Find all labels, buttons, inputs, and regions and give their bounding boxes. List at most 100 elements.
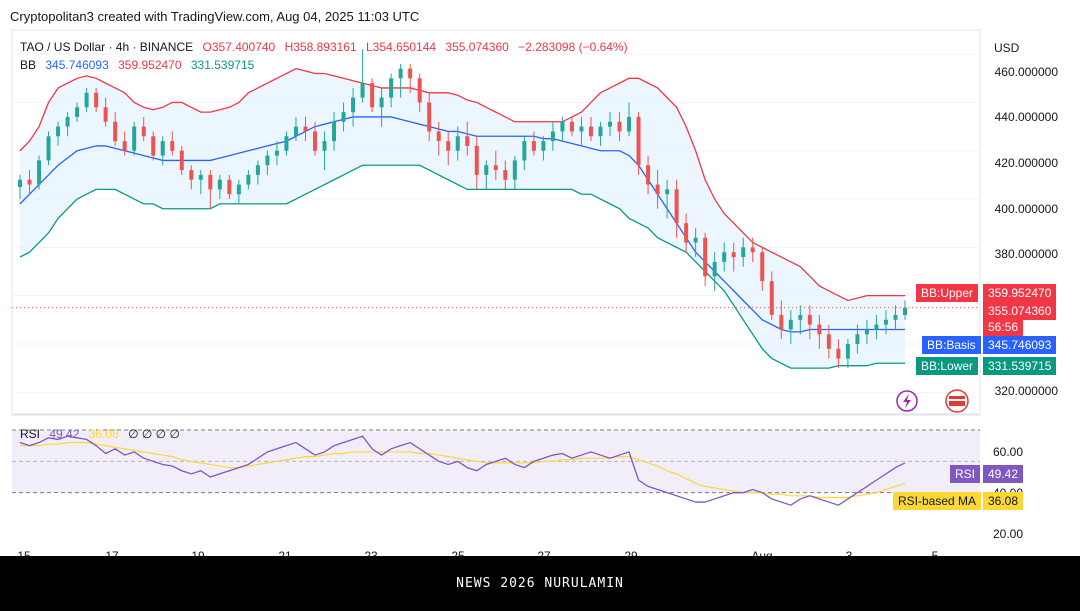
time-tick: 3 [846, 549, 853, 556]
bb-upper-label-badge: BB:Upper [916, 284, 979, 302]
candle-body [284, 136, 289, 151]
candle-body [379, 97, 384, 108]
candle-body [255, 165, 260, 175]
time-tick: 19 [191, 549, 205, 556]
candle-body [665, 189, 670, 195]
price-pane-border [11, 29, 981, 415]
bb-basis-line [19, 116, 905, 333]
ohlc-low: L354.650144 [366, 40, 437, 54]
candle-body [27, 179, 32, 185]
currency-label[interactable]: USD [994, 41, 1020, 55]
rsi-legend-extra: ∅ ∅ ∅ ∅ [128, 427, 180, 441]
bb-legend: BB 345.746093 359.952470 331.539715 [20, 58, 260, 72]
symbol-name: TAO / US Dollar · 4h · BINANCE [20, 40, 194, 54]
time-tick: Aug [751, 549, 772, 556]
candle-body [160, 141, 165, 156]
candle-body [217, 179, 222, 190]
candle-body [684, 223, 689, 243]
candle-body [569, 121, 574, 132]
rsi-ma-line [20, 441, 906, 498]
bb-basis-value-badge: 345.746093 [983, 336, 1057, 354]
candle-body [646, 165, 651, 185]
rsi-ma-value-badge: 36.08 [983, 492, 1024, 510]
candle-body [836, 348, 841, 359]
time-tick: 29 [624, 549, 638, 556]
candle-body [46, 136, 51, 161]
candle-body [484, 165, 489, 175]
candle-body [170, 141, 175, 151]
candle-body [531, 141, 536, 151]
candle-body [94, 92, 99, 108]
candle-body [208, 174, 213, 190]
price-tick: 460.000000 [994, 65, 1058, 79]
footer-caption: NEWS 2026 NURULAMIN [0, 556, 1080, 611]
bb-upper-line [19, 67, 905, 302]
ohlc-open: O357.400740 [202, 40, 276, 54]
candle-body [864, 329, 869, 335]
candle-body [588, 126, 593, 137]
candle-body [855, 334, 860, 344]
candle-body [18, 179, 22, 187]
candle-body [274, 150, 279, 156]
bb-basis-label-badge: BB:Basis [922, 336, 981, 354]
rsi-ma-label-badge: RSI-based MA [893, 492, 982, 510]
candle-body [151, 136, 156, 156]
candle-body [541, 141, 546, 151]
candle-body [693, 237, 698, 243]
candle-body [141, 126, 146, 137]
candle-body [293, 126, 298, 137]
candle-body [893, 314, 898, 320]
rsi-value-badge: 49.42 [983, 465, 1024, 483]
symbol-legend: TAO / US Dollar · 4h · BINANCE O357.4007… [20, 40, 634, 54]
candle-body [503, 170, 508, 180]
lightning-icon [903, 394, 911, 408]
candle-body [303, 126, 308, 132]
candle-body [332, 121, 337, 142]
candle-body [779, 314, 784, 330]
time-tick: 15 [17, 549, 31, 556]
candle-body [341, 112, 346, 122]
candle-body [617, 121, 622, 132]
candle-body [65, 116, 70, 127]
candle-body [351, 97, 356, 113]
rsi-label-badge: RSI [950, 465, 981, 483]
candle-body [512, 160, 517, 180]
chart-canvas[interactable]: 15 17 19 21 23 25 27 29 Aug 3 5 [0, 0, 1080, 556]
rsi-line [19, 435, 906, 506]
candle-body [313, 131, 317, 151]
candle-body [627, 116, 632, 132]
bb-band-fill [20, 68, 905, 369]
candle-body [655, 184, 660, 195]
price-tick: 400.000000 [994, 202, 1058, 216]
ohlc-close: 355.074360 [445, 40, 509, 54]
candle-body [722, 252, 727, 262]
candle-body [703, 237, 708, 277]
time-tick: 25 [451, 549, 465, 556]
candle-body [874, 324, 879, 330]
close-price-badge: 355.074360 [983, 302, 1057, 320]
candle-body [560, 121, 565, 132]
bb-upper-value-badge: 359.952470 [983, 284, 1057, 302]
rsi-legend: RSI 49.42 36.08 ∅ ∅ ∅ ∅ [20, 427, 186, 441]
candle-body [179, 150, 184, 171]
candle-body [769, 281, 774, 315]
time-tick: 27 [537, 549, 551, 556]
candle-body [788, 319, 793, 330]
time-tick: 21 [278, 549, 292, 556]
candle-body [446, 141, 451, 151]
bb-lower-label-badge: BB:Lower [916, 357, 979, 375]
bb-legend-upper: 359.952470 [118, 58, 182, 72]
candle-body [56, 126, 61, 137]
candle-body [465, 136, 470, 146]
candle-body [903, 307, 907, 315]
candle-body [389, 78, 394, 98]
price-tick: 380.000000 [994, 247, 1058, 261]
bb-lower-value-badge: 331.539715 [983, 357, 1057, 375]
time-tick: 5 [932, 549, 939, 556]
candle-body [826, 334, 831, 349]
candle-body [198, 174, 203, 180]
candle-body [398, 68, 403, 79]
candle-body [522, 141, 527, 161]
candle-body [84, 92, 89, 108]
candle-body [493, 165, 498, 171]
